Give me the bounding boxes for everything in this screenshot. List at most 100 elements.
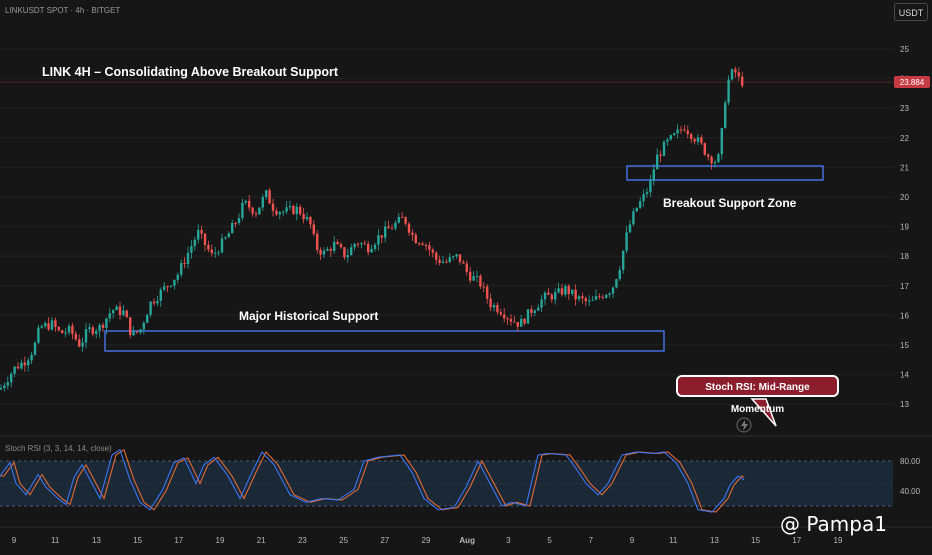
time-tick-label: 15 — [133, 536, 142, 545]
candle-body — [207, 244, 210, 250]
candle-body — [424, 244, 428, 246]
candle-body — [560, 288, 564, 295]
candle-body — [496, 304, 499, 313]
candle-body — [203, 233, 207, 245]
candle-body — [40, 326, 43, 328]
candle-body — [302, 213, 305, 220]
candle-body — [734, 69, 737, 73]
price-tick-label: 16 — [900, 311, 909, 320]
candle-body — [54, 320, 57, 327]
candle-body — [47, 323, 50, 330]
price-tick-label: 17 — [900, 282, 909, 291]
last-price-value: 23.884 — [900, 78, 925, 87]
candle-body — [669, 135, 672, 140]
candle-body — [486, 286, 489, 299]
candle-body — [299, 206, 302, 214]
candle-body — [598, 296, 601, 298]
candle-body — [20, 362, 23, 369]
candle-body — [346, 255, 349, 258]
candle-body — [220, 238, 224, 253]
candle-body — [567, 286, 570, 294]
candle-body — [50, 320, 54, 330]
candle-body — [319, 249, 322, 255]
lightning-icon — [736, 417, 752, 433]
candle-body — [210, 249, 213, 254]
time-tick-label: 19 — [216, 536, 225, 545]
candle-body — [231, 222, 234, 234]
candle-body — [0, 388, 3, 390]
candle-body — [693, 139, 696, 142]
candle-body — [384, 226, 387, 238]
candle-body — [700, 137, 703, 144]
candle-body — [305, 216, 309, 220]
candle-body — [3, 385, 6, 389]
candle-body — [146, 314, 149, 323]
candle-body — [652, 169, 655, 181]
candle-body — [482, 286, 485, 288]
price-tick-label: 18 — [900, 252, 909, 261]
candle-body — [190, 246, 193, 253]
candle-body — [632, 211, 635, 225]
candle-body — [343, 247, 346, 258]
candle-body — [91, 327, 94, 334]
candle-body — [163, 286, 166, 290]
time-tick-label: 7 — [589, 536, 594, 545]
candle-body — [584, 298, 587, 302]
candle-body — [717, 154, 720, 163]
candle-body — [622, 250, 625, 270]
price-tick-label: 13 — [900, 400, 909, 409]
candle-body — [173, 279, 176, 286]
price-tick-label: 22 — [900, 134, 909, 143]
candle-body — [547, 292, 550, 295]
candle-body — [696, 137, 700, 142]
candle-body — [676, 129, 679, 134]
candle-body — [254, 213, 258, 215]
candle-body — [537, 307, 540, 311]
indicator-label: Stoch RSI (3, 3, 14, 14, close) — [5, 444, 112, 453]
time-tick-label: 15 — [751, 536, 760, 545]
time-tick-label: 13 — [710, 536, 719, 545]
candle-body — [397, 216, 400, 223]
candle-body — [74, 333, 77, 340]
candle-body — [574, 289, 577, 300]
candle-body — [139, 329, 142, 333]
candle-body — [588, 300, 591, 302]
candle-body — [414, 234, 417, 244]
candle-body — [520, 318, 523, 327]
candle-body — [659, 154, 662, 156]
candle-body — [601, 296, 604, 298]
candle-body — [81, 342, 84, 347]
candle-body — [656, 154, 659, 170]
candle-body — [445, 261, 448, 263]
time-tick-label: 17 — [174, 536, 183, 545]
candle-body — [152, 301, 156, 304]
candle-body — [333, 241, 336, 251]
candle-body — [411, 232, 414, 235]
candle-body — [6, 382, 9, 386]
time-tick-label: 21 — [257, 536, 266, 545]
candle-body — [64, 332, 67, 334]
candle-body — [271, 203, 275, 211]
candle-body — [581, 296, 584, 299]
candle-body — [703, 143, 706, 155]
candle-body — [543, 292, 547, 300]
currency-button[interactable]: USDT — [894, 3, 928, 21]
candle-body — [571, 289, 574, 294]
candle-body — [639, 201, 642, 208]
candle-body — [737, 72, 740, 77]
callout-pointer — [750, 398, 777, 427]
candle-body — [526, 309, 530, 324]
candle-body — [282, 211, 285, 213]
candle-body — [200, 229, 203, 234]
candle-body — [101, 324, 105, 328]
candle-body — [727, 79, 730, 103]
candle-body — [118, 306, 122, 316]
time-tick-label: 9 — [630, 536, 635, 545]
candle-body — [251, 207, 254, 214]
author-watermark: @ Pampa1 — [780, 512, 887, 536]
candle-body — [288, 205, 292, 208]
major-support-box — [104, 330, 665, 352]
candle-body — [275, 210, 278, 215]
